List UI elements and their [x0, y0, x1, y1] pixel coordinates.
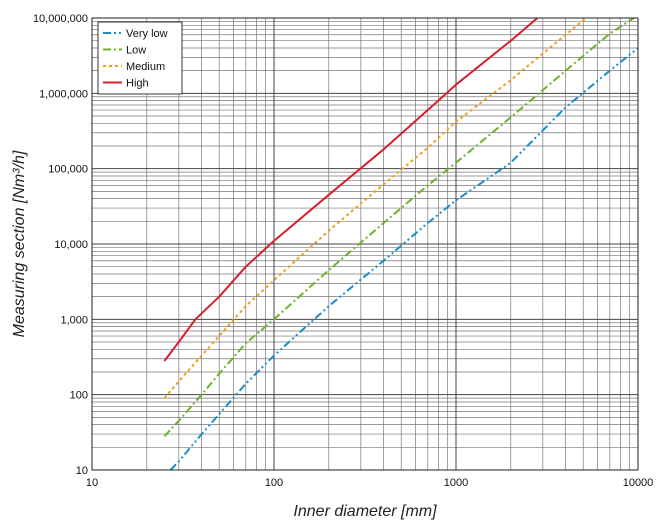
y-tick-label: 1,000	[60, 314, 88, 326]
y-tick-label: 100	[70, 390, 88, 402]
y-tick-label: 100,000	[48, 164, 88, 176]
x-tick-labels: 10 100 1000 10000	[86, 477, 653, 489]
series-line-0	[169, 47, 639, 471]
y-tick-label: 10,000	[54, 239, 88, 251]
legend: Very low Low Medium High	[97, 21, 183, 95]
x-axis-title: Inner diameter [mm]	[293, 503, 437, 520]
legend-label-2: Medium	[126, 61, 165, 73]
y-tick-label: 10	[76, 465, 88, 477]
series-line-2	[163, 17, 587, 399]
x-tick-label: 1000	[444, 477, 468, 489]
y-axis-title: Measuring section [Nm³/h]	[11, 150, 28, 337]
series-line-3	[163, 17, 539, 362]
legend-label-3: High	[126, 78, 149, 90]
series-group	[163, 17, 639, 471]
y-tick-label: 1,000,000	[39, 88, 88, 100]
y-tick-label: 10,000,000	[33, 13, 88, 25]
series-line-1	[163, 17, 635, 437]
legend-label-0: Very low	[126, 28, 168, 40]
plot-frame	[91, 17, 639, 471]
legend-label-1: Low	[126, 45, 146, 57]
x-tick-label: 100	[265, 477, 283, 489]
x-tick-label: 10000	[623, 477, 654, 489]
y-tick-labels: 10 100 1,000 10,000 100,000 1,000,000 10,000,0…	[33, 13, 88, 477]
x-tick-label: 10	[86, 477, 98, 489]
